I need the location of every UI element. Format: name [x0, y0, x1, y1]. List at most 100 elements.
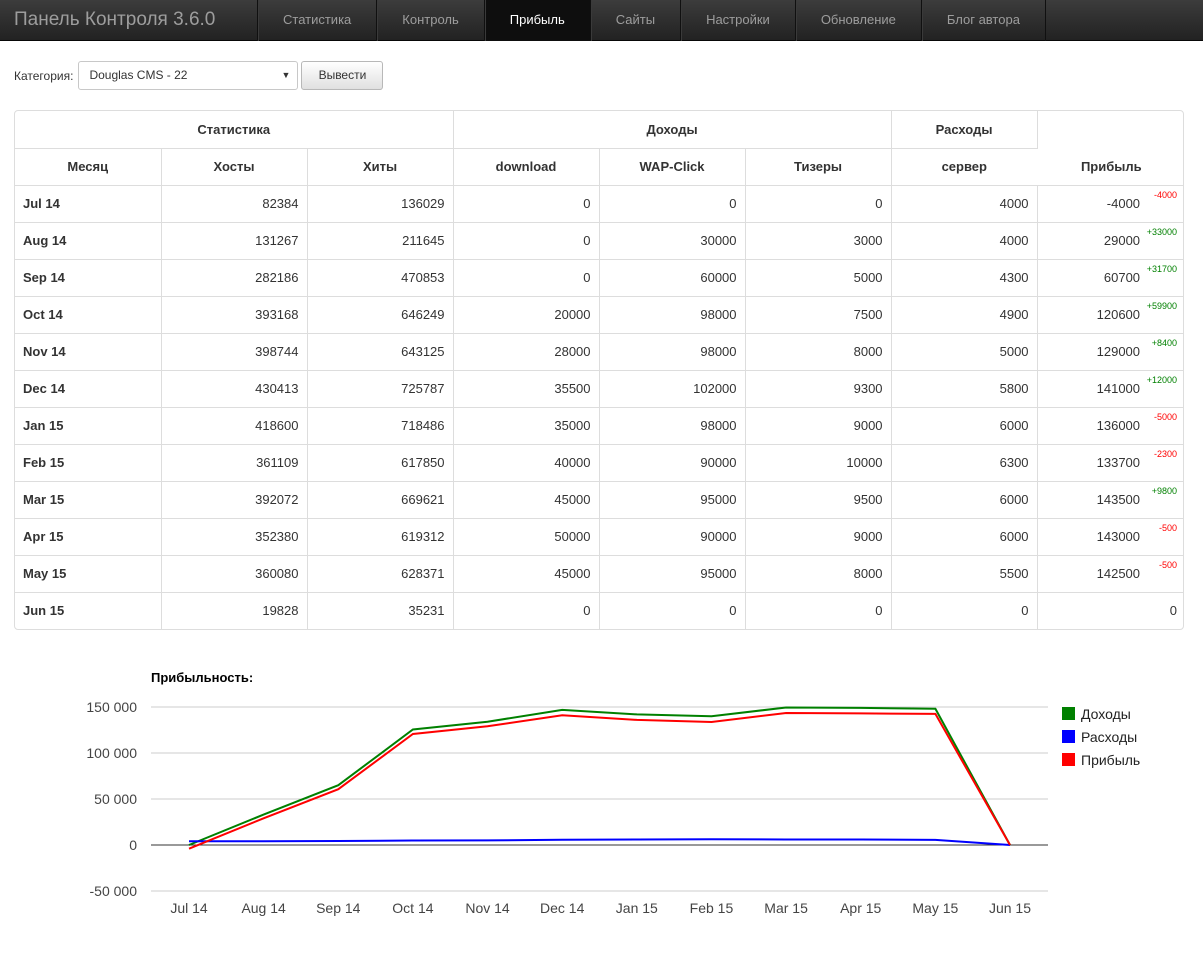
column-header-wap-click: WAP-Click [599, 148, 746, 186]
category-label: Категория: [14, 68, 74, 83]
legend-label: Прибыль [1081, 752, 1140, 768]
x-tick-label: Aug 14 [241, 900, 286, 916]
top-navbar: Панель Контроля 3.6.0 Статистика Контрол… [0, 0, 1203, 41]
table-row: Sep 14 282186 470853 0 60000 5000 4300 60700 +31… [15, 259, 1183, 297]
cell-hosts: 418600 [161, 407, 308, 445]
cell-server: 6300 [891, 444, 1038, 482]
cell-hosts: 19828 [161, 592, 308, 629]
cell-hits: 643125 [307, 333, 454, 371]
y-tick-label: 0 [129, 837, 137, 853]
cell-month: Jun 15 [15, 592, 162, 629]
table-body: Jul 14 82384 136029 0 0 0 4000 -4000 -4000 Aug 14… [15, 185, 1183, 629]
brand-title[interactable]: Панель Контроля 3.6.0 [14, 9, 216, 30]
profit-table: Статистика Доходы Расходы Прибыль Месяц … [14, 110, 1184, 630]
cell-wap: 98000 [599, 333, 746, 371]
cell-download: 45000 [453, 481, 600, 519]
column-header-download: download [453, 148, 600, 186]
series-line-2 [188, 711, 1011, 850]
cell-hits: 628371 [307, 555, 454, 593]
group-header-stats: Статистика [15, 111, 454, 149]
profit-delta: +8400 [1151, 337, 1178, 348]
show-button[interactable]: Вывести [301, 61, 384, 90]
table-row: Jul 14 82384 136029 0 0 0 4000 -4000 -4000 [15, 185, 1183, 223]
cell-download: 20000 [453, 296, 600, 334]
cell-wap: 60000 [599, 259, 746, 297]
cell-profit: 0 [1037, 592, 1183, 629]
cell-month: Mar 15 [15, 481, 162, 519]
cell-server: 4300 [891, 259, 1038, 297]
cell-server: 5500 [891, 555, 1038, 593]
profit-value: 60700 [1103, 270, 1141, 285]
cell-hosts: 131267 [161, 222, 308, 260]
x-tick-label: Mar 15 [764, 900, 808, 916]
cell-teasers: 0 [745, 185, 892, 223]
cell-wap: 0 [599, 185, 746, 223]
series-line-1 [189, 838, 1011, 846]
cell-hosts: 392072 [161, 481, 308, 519]
cell-hosts: 398744 [161, 333, 308, 371]
cell-download: 0 [453, 185, 600, 223]
cell-month: Aug 14 [15, 222, 162, 260]
y-tick-label: 150 000 [86, 699, 137, 715]
cell-teasers: 8000 [745, 333, 892, 371]
cell-profit: 60700 +31700 [1037, 259, 1183, 297]
y-tick-label: 50 000 [94, 791, 137, 807]
nav-item-profit[interactable]: Прибыль [483, 0, 590, 41]
cell-hits: 470853 [307, 259, 454, 297]
profit-delta: +33000 [1146, 226, 1178, 237]
cell-month: Nov 14 [15, 333, 162, 371]
cell-teasers: 9000 [745, 407, 892, 445]
cell-profit: 129000 +8400 [1037, 333, 1183, 371]
nav-item-control[interactable]: Контроль [376, 0, 483, 41]
cell-teasers: 9500 [745, 481, 892, 519]
cell-hosts: 282186 [161, 259, 308, 297]
cell-profit: 142500 -500 [1037, 555, 1183, 593]
table-row: Aug 14 131267 211645 0 30000 3000 4000 29000 +33… [15, 222, 1183, 260]
profitability-chart: 150 000 100 000 50 000 0 -50 000 Jul 14 Aug 14… [86, 699, 1140, 916]
cell-server: 6000 [891, 481, 1038, 519]
profit-value: 133700 [1096, 455, 1141, 470]
cell-wap: 95000 [599, 555, 746, 593]
y-tick-label: 100 000 [86, 745, 137, 761]
nav-item-settings[interactable]: Настройки [680, 0, 795, 41]
nav-item-statistics[interactable]: Статистика [257, 0, 376, 41]
cell-month: Sep 14 [15, 259, 162, 297]
category-select[interactable]: Douglas CMS - 22 ▼ [78, 61, 299, 90]
cell-hits: 619312 [307, 518, 454, 556]
x-tick-label: Dec 14 [540, 900, 585, 916]
x-tick-label: Feb 15 [690, 900, 734, 916]
cell-server: 4000 [891, 185, 1038, 223]
cell-month: May 15 [15, 555, 162, 593]
group-header-expenses: Расходы [891, 111, 1038, 149]
profit-delta: -500 [1159, 522, 1178, 533]
nav-item-update[interactable]: Обновление [794, 0, 921, 41]
x-tick-label: Sep 14 [316, 900, 361, 916]
table-row: Jun 15 19828 35231 0 0 0 0 0 [15, 592, 1183, 629]
table-row: Dec 14 430413 725787 35500 102000 9300 5800 141… [15, 370, 1183, 408]
cell-download: 35500 [453, 370, 600, 408]
nav-item-author-blog[interactable]: Блог автора [920, 0, 1046, 41]
cell-download: 28000 [453, 333, 600, 371]
table-row: Jan 15 418600 718486 35000 98000 9000 6000 1360… [15, 407, 1183, 445]
cell-hosts: 360080 [161, 555, 308, 593]
profit-delta: +59900 [1146, 300, 1178, 311]
cell-hits: 35231 [307, 592, 454, 629]
column-header-hits: Хиты [307, 148, 454, 186]
cell-server: 4900 [891, 296, 1038, 334]
cell-download: 45000 [453, 555, 600, 593]
column-header-server: сервер [891, 148, 1038, 186]
cell-server: 0 [891, 592, 1038, 629]
x-tick-label: Jan 15 [616, 900, 658, 916]
x-tick-label: Jul 14 [170, 900, 208, 916]
profit-value: 142500 [1096, 566, 1141, 581]
x-tick-label: Oct 14 [392, 900, 433, 916]
cell-teasers: 10000 [745, 444, 892, 482]
cell-server: 6000 [891, 407, 1038, 445]
cell-teasers: 9300 [745, 370, 892, 408]
chevron-down-icon: ▼ [281, 70, 291, 80]
cell-profit: 143500 +9800 [1037, 481, 1183, 519]
nav-item-sites[interactable]: Сайты [589, 0, 680, 41]
y-tick-label: -50 000 [90, 883, 138, 899]
legend-label: Расходы [1081, 729, 1137, 745]
column-header-profit: Прибыль [1037, 111, 1183, 186]
